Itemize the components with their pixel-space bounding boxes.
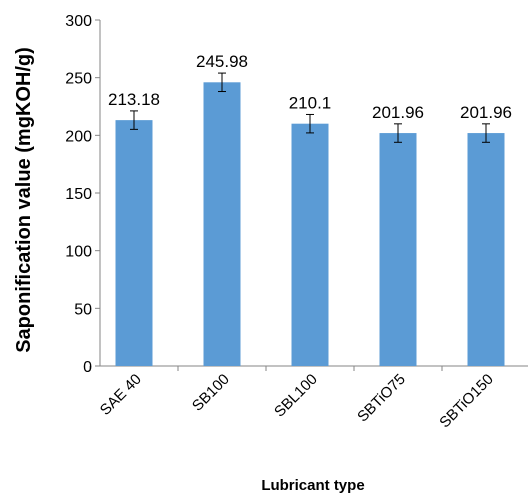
bar — [115, 120, 153, 366]
y-axis-title: Saponification value (mgKOH/g) — [13, 47, 35, 353]
y-tick-label: 100 — [65, 244, 92, 261]
data-label: 245.98 — [196, 52, 248, 71]
data-label-group: 213.18 245.98 210.1 201.96 201.96 — [108, 52, 512, 122]
x-tick-label: SBTiO75 — [354, 371, 409, 426]
y-tick-label: 300 — [65, 13, 92, 30]
x-tick-label: SAE 40 — [97, 371, 145, 419]
data-label: 213.18 — [108, 90, 160, 109]
x-tick-label: SB100 — [189, 371, 233, 415]
data-label: 210.1 — [289, 93, 332, 112]
x-tick-label: SBL100 — [271, 371, 321, 421]
data-label: 201.96 — [460, 103, 512, 122]
y-tick-label: 200 — [65, 128, 92, 145]
bar-group — [115, 82, 505, 367]
y-tick-label: 150 — [65, 186, 92, 203]
x-axis-title: Lubricant type — [261, 477, 364, 494]
x-tick-label: SBTiO150 — [436, 371, 497, 432]
y-tick-label: 250 — [65, 71, 92, 88]
y-tick-label: 50 — [74, 301, 92, 318]
bar — [203, 82, 241, 366]
y-tick-label: 0 — [83, 359, 92, 376]
bar — [467, 133, 505, 366]
bar — [291, 123, 329, 367]
chart-axes — [89, 19, 528, 371]
bar — [379, 133, 417, 366]
data-label: 201.96 — [372, 103, 424, 122]
error-bar-group — [130, 72, 490, 143]
